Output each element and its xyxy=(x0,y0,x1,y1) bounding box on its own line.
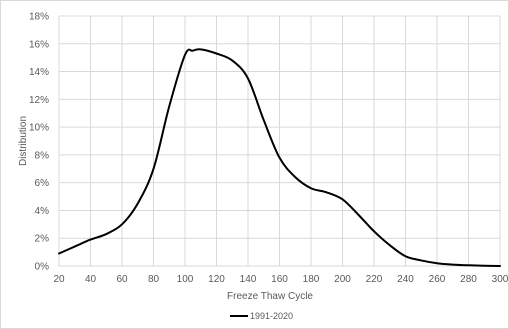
y-tick-label: 8% xyxy=(35,150,50,161)
y-tick-label: 6% xyxy=(35,178,50,189)
x-tick-label: 40 xyxy=(85,274,97,285)
x-axis-tick-labels: 20 40 60 80 100 120 140 160 180 200 220 240 260 280 30… xyxy=(53,274,508,285)
x-tick-label: 20 xyxy=(53,274,65,285)
y-tick-label: 12% xyxy=(29,95,49,106)
x-gridlines xyxy=(58,16,501,266)
x-tick-label: 220 xyxy=(366,274,383,285)
x-tick-label: 60 xyxy=(116,274,128,285)
y-tick-label: 10% xyxy=(29,123,49,134)
y-tick-label: 18% xyxy=(29,12,49,23)
x-tick-label: 120 xyxy=(208,274,225,285)
x-tick-label: 260 xyxy=(429,274,446,285)
y-tick-label: 16% xyxy=(29,39,49,50)
x-tick-label: 280 xyxy=(460,274,477,285)
y-axis-tick-labels: 0% 2% 4% 6% 8% 10% 12% 14% 16% 18% xyxy=(29,12,49,273)
y-tick-label: 4% xyxy=(35,206,50,217)
legend: 1991-2020 xyxy=(230,311,293,321)
plot-series xyxy=(58,48,501,267)
x-tick-label: 140 xyxy=(240,274,257,285)
x-tick-label: 160 xyxy=(271,274,288,285)
series-line-1991-2020 xyxy=(58,48,501,267)
x-tick-label: 100 xyxy=(177,274,194,285)
y-tick-label: 0% xyxy=(35,262,50,273)
x-tick-label: 200 xyxy=(334,274,351,285)
x-tick-label: 300 xyxy=(492,274,509,285)
y-axis-title: Distribution xyxy=(18,116,29,166)
y-tick-label: 2% xyxy=(35,234,50,245)
legend-label-1991-2020: 1991-2020 xyxy=(250,311,293,321)
y-tick-label: 14% xyxy=(29,67,49,78)
x-tick-label: 240 xyxy=(397,274,414,285)
x-axis-title: Freeze Thaw Cycle xyxy=(227,291,313,302)
x-tick-label: 180 xyxy=(303,274,320,285)
x-tick-label: 80 xyxy=(148,274,160,285)
